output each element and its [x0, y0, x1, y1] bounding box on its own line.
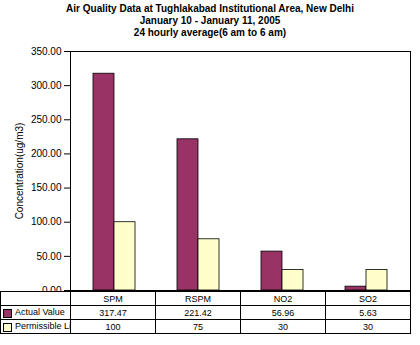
html-text:30: 30: [363, 321, 373, 332]
html-text:75: 75: [193, 321, 203, 332]
html-text:NO2: NO2: [273, 293, 293, 304]
svg-text:300.00: 300.00: [31, 80, 62, 91]
html-text:Air Quality Data at Tughlakaba: Air Quality Data at Tughlakabad Institut…: [66, 3, 354, 14]
html-text:221.42: 221.42: [184, 307, 212, 318]
svg-text:0.00: 0.00: [42, 285, 62, 291]
svg-text:150.00: 150.00: [31, 182, 62, 193]
svg-text:350.00: 350.00: [31, 46, 62, 57]
svg-text:200.00: 200.00: [31, 148, 62, 159]
html-text:Actual Value: Actual Value: [15, 307, 65, 318]
html-text:January 10 - January 11, 2005: January 10 - January 11, 2005 24 hourly …: [133, 15, 287, 38]
svg-text:250.00: 250.00: [31, 114, 62, 125]
html-text:56.96: 56.96: [271, 307, 295, 318]
html-text:SO2: SO2: [359, 293, 377, 304]
svg-text:100.00: 100.00: [31, 216, 62, 227]
html-text:317.47: 317.47: [99, 307, 127, 318]
svg-text:50.00: 50.00: [36, 251, 61, 262]
svg-text:Concentration(ug/m3): Concentration(ug/m3): [14, 123, 25, 220]
html-text:5.63: 5.63: [359, 307, 377, 318]
html-text:SPM: SPM: [103, 293, 123, 304]
html-text:100: 100: [105, 321, 121, 332]
html-text:RSPM: RSPM: [185, 293, 211, 304]
html-text:30: 30: [278, 321, 288, 332]
